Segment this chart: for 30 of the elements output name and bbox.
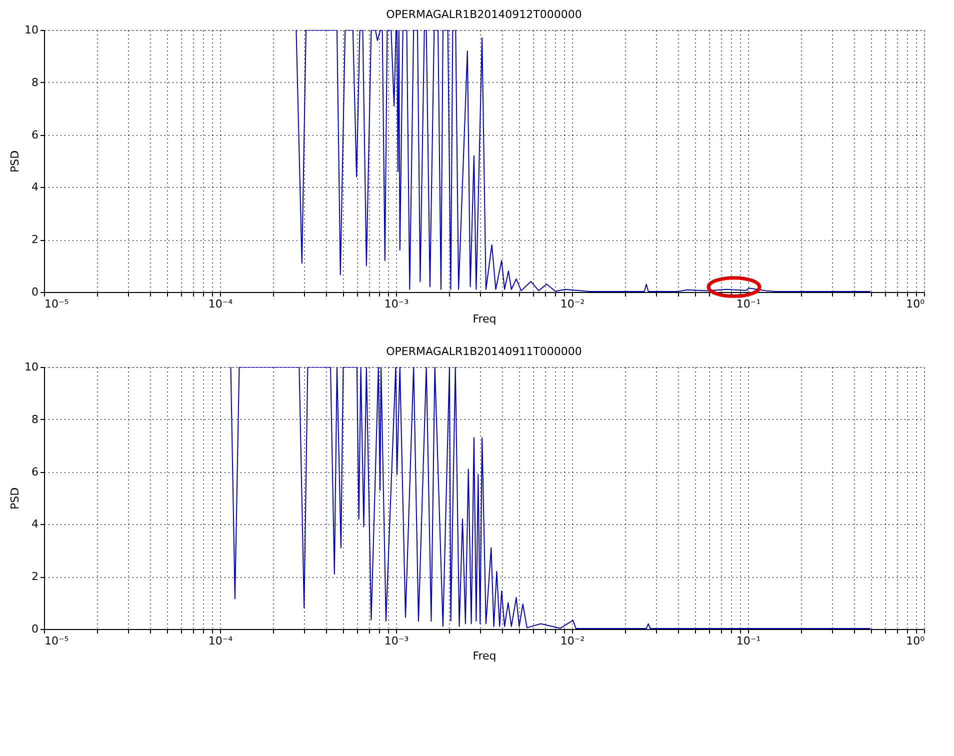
- chart-title: OPERMAGALR1B20140911T000000: [386, 345, 582, 358]
- chart-title: OPERMAGALR1B20140912T000000: [386, 8, 582, 21]
- y-axis-title: PSD: [8, 150, 22, 173]
- y-tick-label: 2: [32, 570, 38, 584]
- y-tick-label: 8: [32, 76, 38, 89]
- x-tick-label: 10⁰: [906, 298, 926, 310]
- x-tick-label: 10⁻⁵: [44, 298, 69, 310]
- x-tick-label: 10⁰: [906, 634, 926, 648]
- x-tick-label: 10⁻²: [560, 298, 585, 310]
- y-tick-label: 2: [32, 233, 38, 246]
- y-tick-label: 10: [24, 24, 38, 36]
- x-tick-label: 10⁻⁴: [208, 634, 234, 648]
- y-tick-label: 6: [32, 128, 38, 142]
- x-tick-label: 10⁻³: [384, 634, 409, 648]
- x-axis-title: Freq: [472, 312, 496, 326]
- y-tick-label: 6: [32, 465, 38, 478]
- x-axis-title: Freq: [472, 650, 496, 662]
- y-tick-label: 0: [32, 286, 38, 298]
- x-tick-label: 10⁻¹: [736, 634, 761, 648]
- y-tick-label: 10: [24, 360, 38, 374]
- x-tick-label: 10⁻⁴: [208, 298, 234, 310]
- x-tick-label: 10⁻¹: [736, 298, 761, 310]
- x-tick-label: 10⁻²: [560, 634, 585, 648]
- y-tick-label: 4: [32, 518, 38, 531]
- x-tick-label: 10⁻³: [384, 298, 409, 310]
- x-tick-label: 10⁻⁵: [44, 634, 69, 648]
- y-axis-title: PSD: [8, 487, 22, 510]
- y-tick-label: 4: [32, 180, 38, 194]
- y-tick-label: 0: [32, 622, 38, 636]
- y-tick-label: 8: [32, 412, 38, 426]
